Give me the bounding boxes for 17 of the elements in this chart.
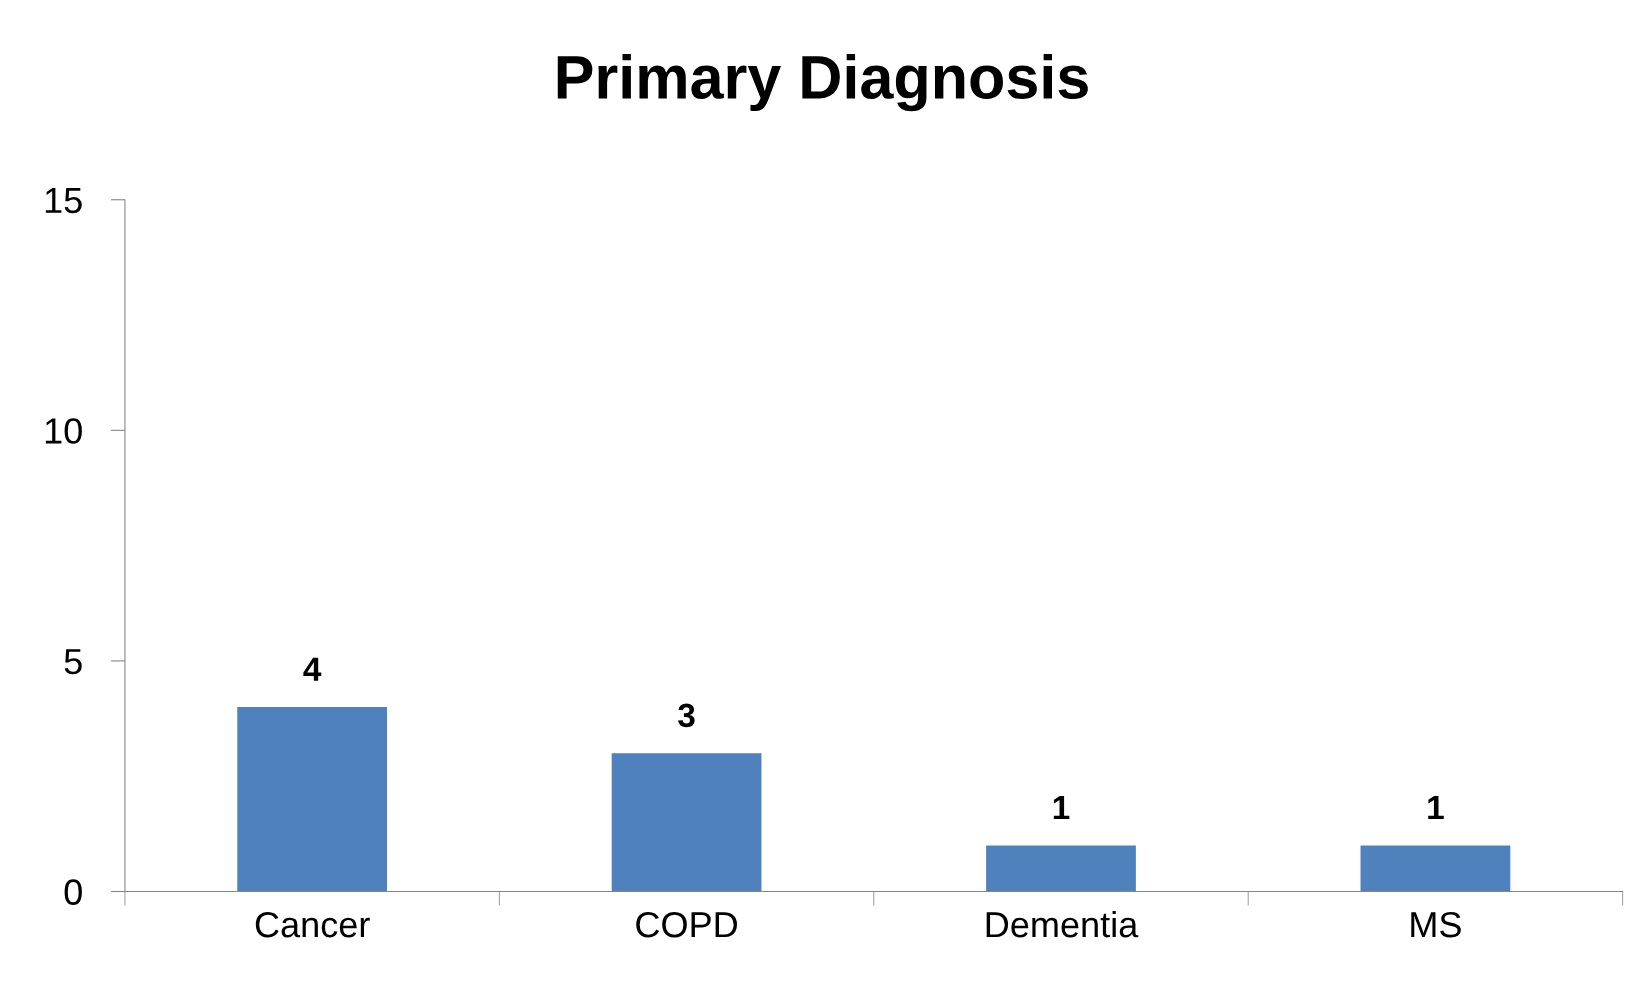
x-tick-label: Cancer [255,911,370,938]
data-label: 1 [1053,796,1070,820]
data-label: 3 [678,703,695,728]
bar [986,845,1136,892]
x-tick-label: MS [1411,911,1461,938]
y-tick-label: 0 [64,879,82,905]
chart-title: Primary Diagnosis [557,54,1088,112]
x-tick-label: COPD [636,911,738,938]
bar [1360,845,1511,892]
y-tick-label: 10 [45,418,82,444]
y-tick-label: 15 [45,187,82,214]
bar [611,753,762,892]
y-tick-label: 5 [64,649,82,675]
bar [237,707,388,892]
data-label: 1 [1428,796,1444,820]
x-tick-label: Dementia [986,910,1139,938]
data-label: 4 [303,657,322,681]
